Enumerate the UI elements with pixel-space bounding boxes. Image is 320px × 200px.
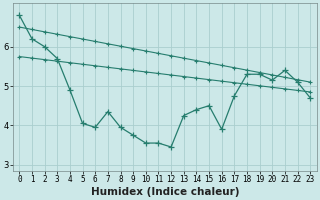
X-axis label: Humidex (Indice chaleur): Humidex (Indice chaleur) [91, 187, 239, 197]
